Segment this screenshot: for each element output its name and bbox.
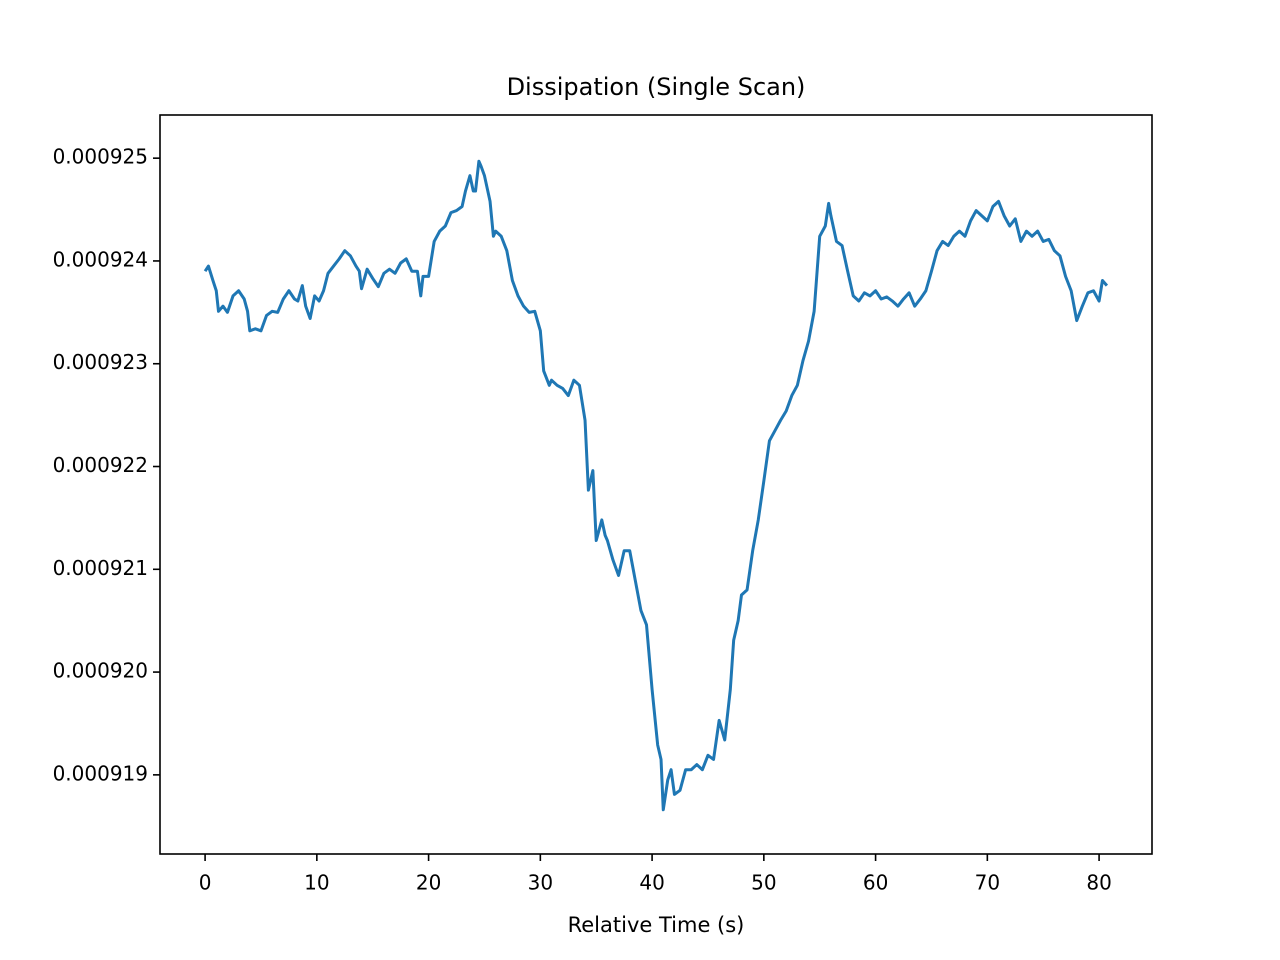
x-axis-label: Relative Time (s)	[568, 913, 745, 937]
y-tick-label: 0.000923	[53, 350, 148, 374]
x-tick-label: 40	[639, 871, 664, 895]
x-tick-label: 10	[304, 871, 329, 895]
plot-frame	[159, 114, 1153, 855]
y-tick-label: 0.000919	[53, 761, 148, 785]
x-tick-label: 80	[1086, 871, 1111, 895]
y-tick-label: 0.000925	[53, 145, 148, 169]
y-tick-label: 0.000922	[53, 453, 148, 477]
x-tick-label: 50	[751, 871, 776, 895]
x-tick-label: 0	[199, 871, 212, 895]
y-tick-label: 0.000924	[53, 247, 148, 271]
y-tick-label: 0.000921	[53, 556, 148, 580]
x-tick-label: 70	[975, 871, 1000, 895]
x-tick-label: 20	[416, 871, 441, 895]
x-tick-label: 30	[528, 871, 553, 895]
data-line	[203, 159, 1109, 812]
x-tick-label: 60	[863, 871, 888, 895]
chart-title: Dissipation (Single Scan)	[507, 73, 806, 101]
y-tick-label: 0.000920	[53, 659, 148, 683]
